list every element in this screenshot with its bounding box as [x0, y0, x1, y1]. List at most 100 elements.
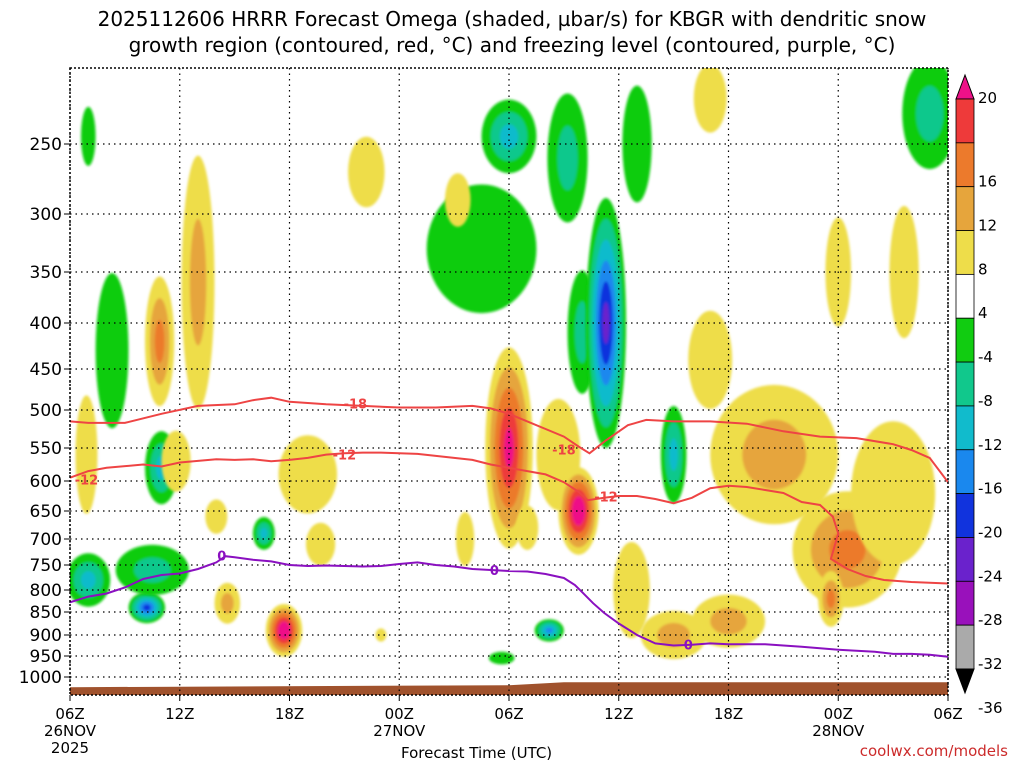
omega-feature-44: [305, 522, 336, 566]
y-tick-label: 650: [30, 502, 62, 522]
omega-feature-17: [75, 395, 98, 514]
colorbar-label: 20: [978, 89, 997, 107]
omega-feature-26: [455, 512, 475, 566]
isotherm-line-2: [70, 555, 948, 658]
omega-contour: [260, 527, 268, 539]
omega-contour: [280, 626, 288, 635]
omega-feature-9: [547, 93, 588, 223]
omega-feature-15: [902, 68, 948, 170]
colorbar-top-arrow: [955, 73, 975, 100]
y-tick-label: 850: [30, 603, 62, 623]
omega-feature-18: [144, 276, 175, 407]
omega-feature-16: [488, 651, 515, 665]
omega-contour: [205, 499, 228, 534]
colorbar-swatch: [955, 230, 975, 275]
y-tick-label: 450: [30, 360, 62, 380]
omega-contour: [348, 136, 385, 208]
y-tick-label: 800: [30, 581, 62, 601]
colorbar-swatch: [955, 580, 975, 626]
x-tick-year: 2025: [51, 739, 89, 757]
colorbar-bottom-arrow: [955, 668, 975, 695]
omega-feature-41: [818, 570, 844, 627]
colorbar-label: 8: [978, 260, 988, 278]
isotherm-label: 0: [490, 564, 499, 579]
isotherm-label: -18: [344, 397, 368, 412]
x-axis-label: Forecast Time (UTC): [401, 744, 553, 762]
y-tick-label: 350: [30, 263, 62, 283]
isotherm-lines: -18 -18 -12 -12 -12 0 0 0: [70, 396, 948, 658]
omega-feature-21: [214, 582, 241, 624]
omega-contour: [557, 125, 578, 191]
colorbar-swatch: [955, 317, 975, 363]
x-tick-label: 18Z: [275, 705, 304, 723]
x-tick-label: 00Z: [824, 705, 853, 723]
omega-contour: [134, 557, 171, 583]
omega-contour: [602, 302, 610, 344]
omega-feature-32: [693, 68, 727, 133]
omega-feature-20: [205, 499, 228, 534]
omega-feature-19: [181, 155, 215, 409]
omega-feature-12: [534, 619, 564, 642]
omega-feature-29: [558, 467, 599, 555]
colorbar-label: -36: [978, 699, 1003, 717]
omega-contour: [574, 301, 590, 364]
y-tick-label: 300: [30, 205, 62, 225]
omega-contour: [455, 512, 475, 566]
omega-contour: [75, 395, 98, 514]
omega-feature-24: [161, 430, 191, 492]
isotherm-label: -12: [75, 474, 99, 489]
omega-contour: [95, 273, 129, 429]
omega-contour: [220, 592, 234, 614]
omega-feature-8: [481, 99, 537, 174]
x-tick-label: 06Z: [933, 705, 962, 723]
omega-feature-7: [426, 184, 537, 314]
y-tick-label: 900: [30, 626, 62, 646]
y-tick-label: 950: [30, 647, 62, 667]
colorbar-swatch: [955, 142, 975, 188]
omega-contour: [710, 607, 747, 635]
colorbar-label: 12: [978, 217, 997, 235]
colorbar-label: -28: [978, 611, 1003, 629]
colorbar-swatch: [955, 624, 975, 670]
omega-contour: [693, 68, 727, 133]
isotherm-label: 0: [217, 550, 226, 565]
omega-contour: [688, 310, 733, 409]
omega-feature-5: [252, 517, 275, 550]
colorbar-label: -8: [978, 392, 993, 410]
isotherm-label: -18: [552, 443, 576, 458]
omega-feature-11: [585, 198, 627, 448]
colorbar-label: -16: [978, 480, 1003, 498]
omega-contour: [305, 522, 336, 566]
colorbar-swatch: [955, 449, 975, 495]
colorbar-label: -24: [978, 567, 1003, 585]
omega-feature-36: [851, 421, 936, 565]
omega-contour: [444, 173, 471, 227]
isotherm-line-0: [70, 396, 948, 483]
colorbar-label: -20: [978, 523, 1003, 541]
y-tick-label: 700: [30, 530, 62, 550]
colorbar-swatch: [955, 405, 975, 451]
colorbar-label: 16: [978, 173, 997, 191]
chart-title-line-1: 2025112606 HRRR Forecast Omega (shaded, …: [97, 7, 927, 31]
colorbar-label: 4: [978, 304, 988, 322]
isotherm-line-1: [70, 451, 948, 585]
x-tick-date: 27NOV: [373, 722, 426, 740]
credit-link[interactable]: coolwx.com/models: [859, 742, 1008, 760]
colorbar-swatch: [955, 493, 975, 538]
colorbar-swatch: [955, 273, 975, 319]
colorbar-swatch: [955, 98, 975, 144]
omega-contour: [742, 419, 807, 490]
x-tick-label: 00Z: [385, 705, 414, 723]
colorbar: 20 16 12 8 4 -4 -8 -12 -16 -20 -24 -28 -32 -36: [955, 73, 1003, 717]
omega-contour: [657, 622, 691, 648]
omega-feature-22: [265, 604, 303, 657]
x-tick-label: 12Z: [604, 705, 633, 723]
omega-contour: [375, 628, 387, 642]
omega-feature-6: [80, 106, 96, 166]
colorbar-label: -4: [978, 348, 993, 366]
omega-contour: [80, 106, 96, 166]
x-tick-label: 18Z: [714, 705, 743, 723]
omega-feature-23: [278, 435, 338, 514]
